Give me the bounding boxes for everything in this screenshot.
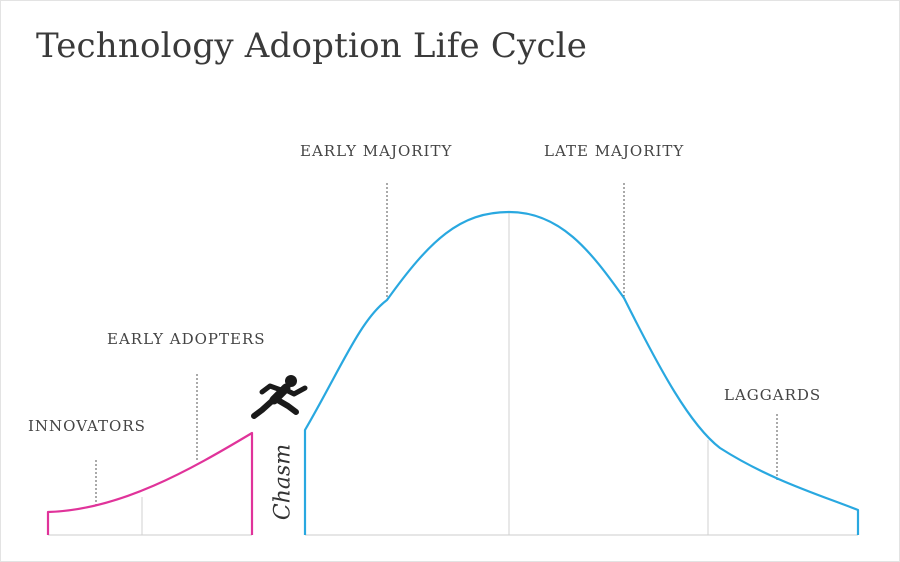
mainstream-curve bbox=[303, 210, 860, 535]
label-innovators: INNOVATORS bbox=[28, 417, 146, 435]
label-early-adopters: EARLY ADOPTERS bbox=[107, 330, 266, 348]
label-early-majority: EARLY MAJORITY bbox=[300, 142, 453, 160]
label-late-majority: LATE MAJORITY bbox=[544, 142, 685, 160]
chasm-label: Chasm bbox=[270, 443, 296, 521]
label-laggards: LAGGARDS bbox=[724, 386, 822, 404]
jumping-person-icon bbox=[251, 375, 308, 419]
diagram-title: Technology Adoption Life Cycle bbox=[36, 26, 588, 66]
early-market-curve bbox=[46, 431, 254, 535]
